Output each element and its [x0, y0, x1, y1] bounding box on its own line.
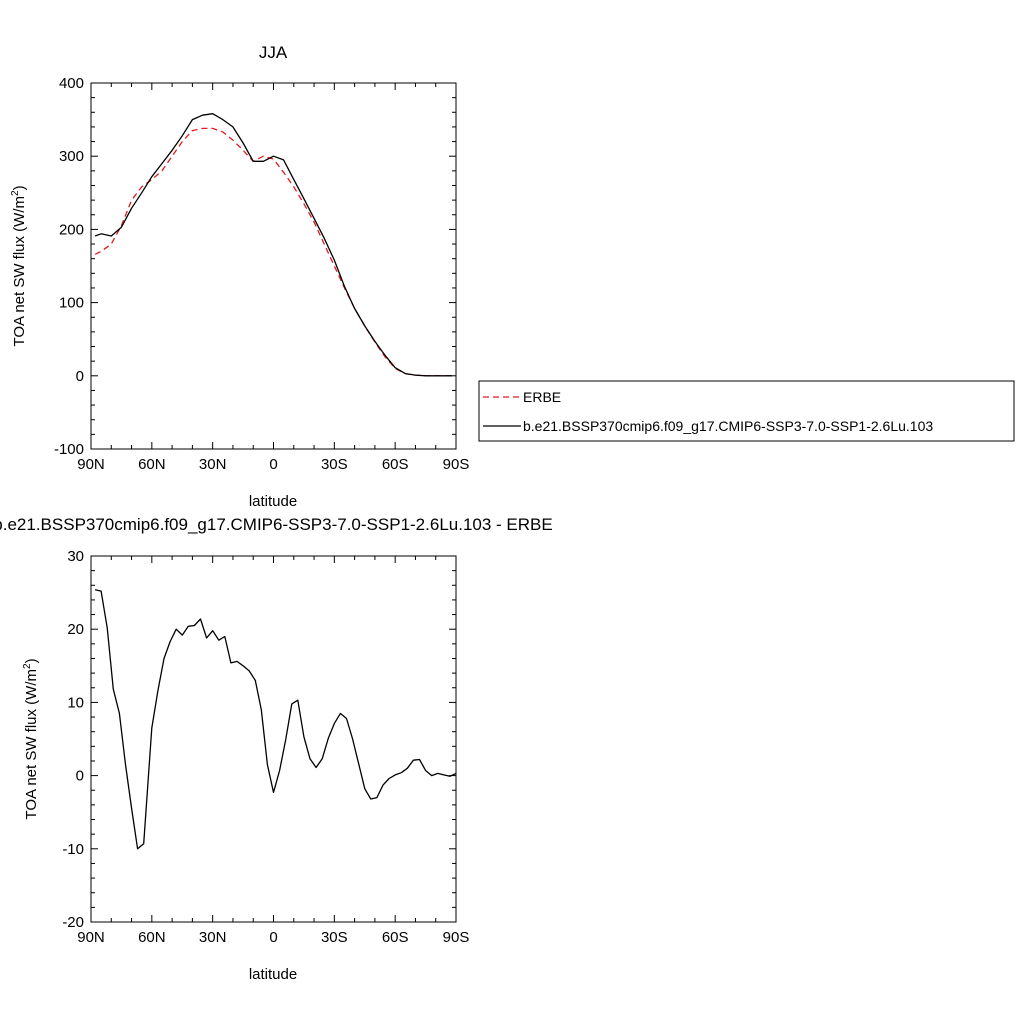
panel-title: b.e21.BSSP370cmip6.f09_g17.CMIP6-SSP3-7.… — [0, 515, 553, 534]
x-tick-label: 90S — [443, 456, 470, 473]
x-tick-label: 0 — [269, 456, 277, 473]
legend: ERBE b.e21.BSSP370cmip6.f09_g17.CMIP6-SS… — [478, 380, 1015, 442]
y-tick-label: -10 — [62, 841, 84, 858]
y-tick-label: 20 — [67, 621, 84, 638]
y-tick-label: 400 — [59, 75, 84, 92]
legend-label-erbe: ERBE — [523, 389, 561, 405]
y-tick-label: -100 — [54, 441, 84, 458]
x-tick-label: 60N — [138, 929, 166, 946]
y-tick-label: 300 — [59, 148, 84, 165]
x-tick-label: 30S — [321, 456, 348, 473]
y-axis-label: TOA net SW flux (W/m2) — [22, 658, 40, 819]
x-axis-label: latitude — [249, 966, 297, 983]
y-tick-label: 30 — [67, 548, 84, 565]
series-line-0 — [94, 589, 457, 850]
x-tick-label: 90N — [77, 929, 105, 946]
y-tick-label: 0 — [76, 768, 84, 785]
y-axis-label: TOA net SW flux (W/m2) — [10, 185, 28, 346]
y-tick-label: -20 — [62, 914, 84, 931]
x-tick-label: 30N — [199, 929, 227, 946]
plot-frame — [90, 82, 457, 450]
y-tick-label: 0 — [76, 368, 84, 385]
series-line-0 — [94, 127, 452, 377]
difference-panel: b.e21.BSSP370cmip6.f09_g17.CMIP6-SSP3-7.… — [0, 515, 553, 983]
x-tick-label: 90S — [443, 929, 470, 946]
x-tick-label: 60S — [382, 456, 409, 473]
y-tick-label: 200 — [59, 221, 84, 238]
legend-label-model: b.e21.BSSP370cmip6.f09_g17.CMIP6-SSP3-7.… — [523, 418, 933, 434]
plot-frame — [90, 555, 457, 923]
panel-title: JJA — [259, 43, 288, 62]
plot-area: 90N 60N 30N 0 30S 60S 90S -100 0 100 200 300 400 — [54, 75, 469, 473]
x-tick-label: 30N — [199, 456, 227, 473]
y-tick-label: 100 — [59, 295, 84, 312]
x-tick-label: 90N — [77, 456, 105, 473]
plot-area: 90N 60N 30N 0 30S 60S 90S -20 -10 0 10 20 30 — [62, 548, 469, 946]
x-tick-label: 0 — [269, 929, 277, 946]
x-axis-label: latitude — [249, 493, 297, 510]
legend-box — [478, 380, 1015, 442]
series-line-1 — [94, 113, 452, 377]
x-tick-label: 60N — [138, 456, 166, 473]
x-tick-label: 60S — [382, 929, 409, 946]
climatology-panel: JJA 90N 60N 30N 0 30S 60S 90S -100 0 100 200 300 400… — [10, 43, 469, 510]
x-tick-label: 30S — [321, 929, 348, 946]
y-tick-label: 10 — [67, 694, 84, 711]
